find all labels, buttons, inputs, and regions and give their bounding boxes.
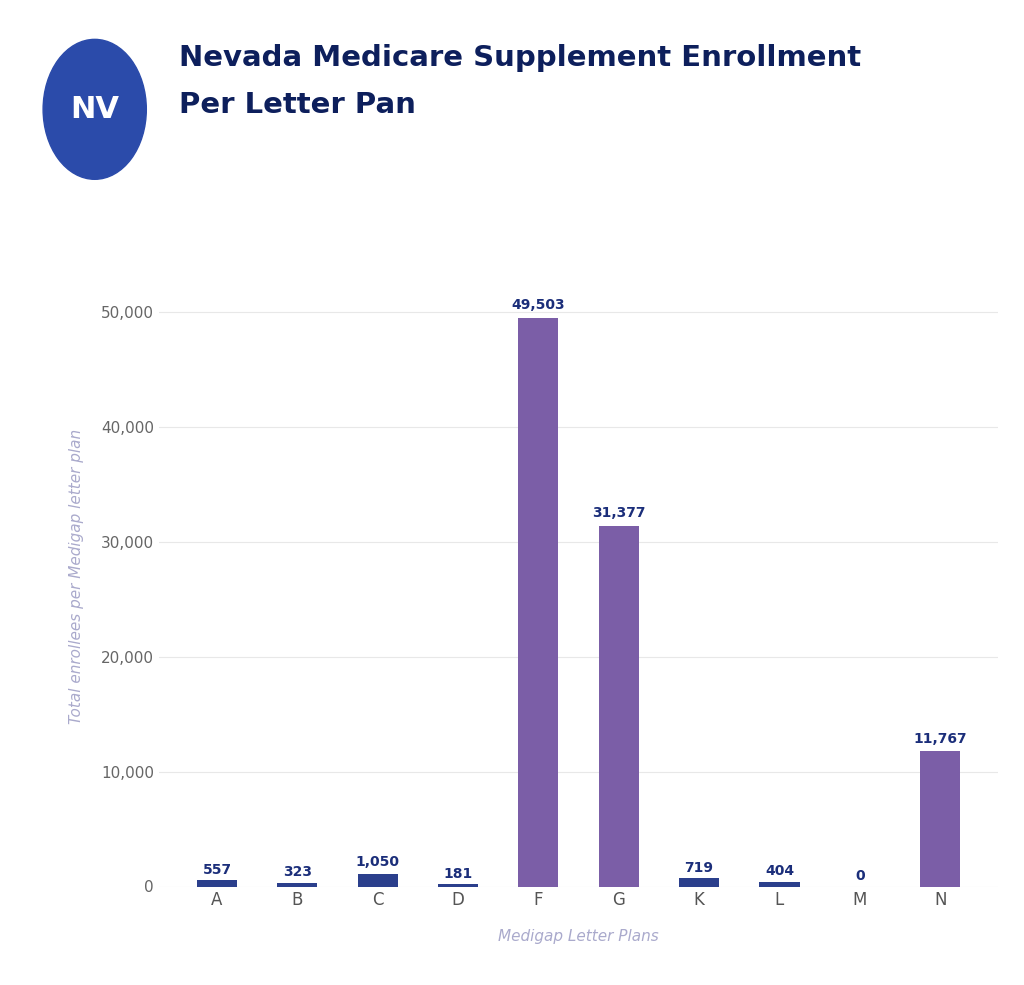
Text: 557: 557 (203, 863, 231, 877)
Bar (599, 526, 639, 886)
Text: 1,050: 1,050 (355, 855, 399, 869)
Bar (438, 885, 478, 886)
Text: 323: 323 (283, 866, 312, 880)
Text: 11,767: 11,767 (913, 732, 967, 746)
Text: 0: 0 (855, 869, 864, 883)
Text: NV: NV (71, 95, 119, 124)
X-axis label: Medigap Letter Plans: Medigap Letter Plans (499, 929, 658, 944)
Text: Per Letter Pan: Per Letter Pan (179, 91, 416, 118)
Y-axis label: Total enrollees per Medigap letter plan: Total enrollees per Medigap letter plan (69, 428, 84, 724)
Bar (518, 317, 558, 886)
Text: Nevada Medicare Supplement Enrollment: Nevada Medicare Supplement Enrollment (179, 44, 861, 72)
Bar (357, 875, 397, 887)
Circle shape (43, 39, 146, 179)
Text: 181: 181 (443, 867, 473, 881)
Text: 49,503: 49,503 (512, 297, 565, 312)
Bar (760, 882, 800, 886)
Text: 404: 404 (765, 865, 794, 879)
Bar (679, 879, 719, 886)
Text: 31,377: 31,377 (592, 506, 645, 520)
Text: 719: 719 (685, 861, 714, 875)
Bar (197, 881, 238, 886)
Bar (278, 883, 317, 887)
Bar (920, 752, 961, 887)
